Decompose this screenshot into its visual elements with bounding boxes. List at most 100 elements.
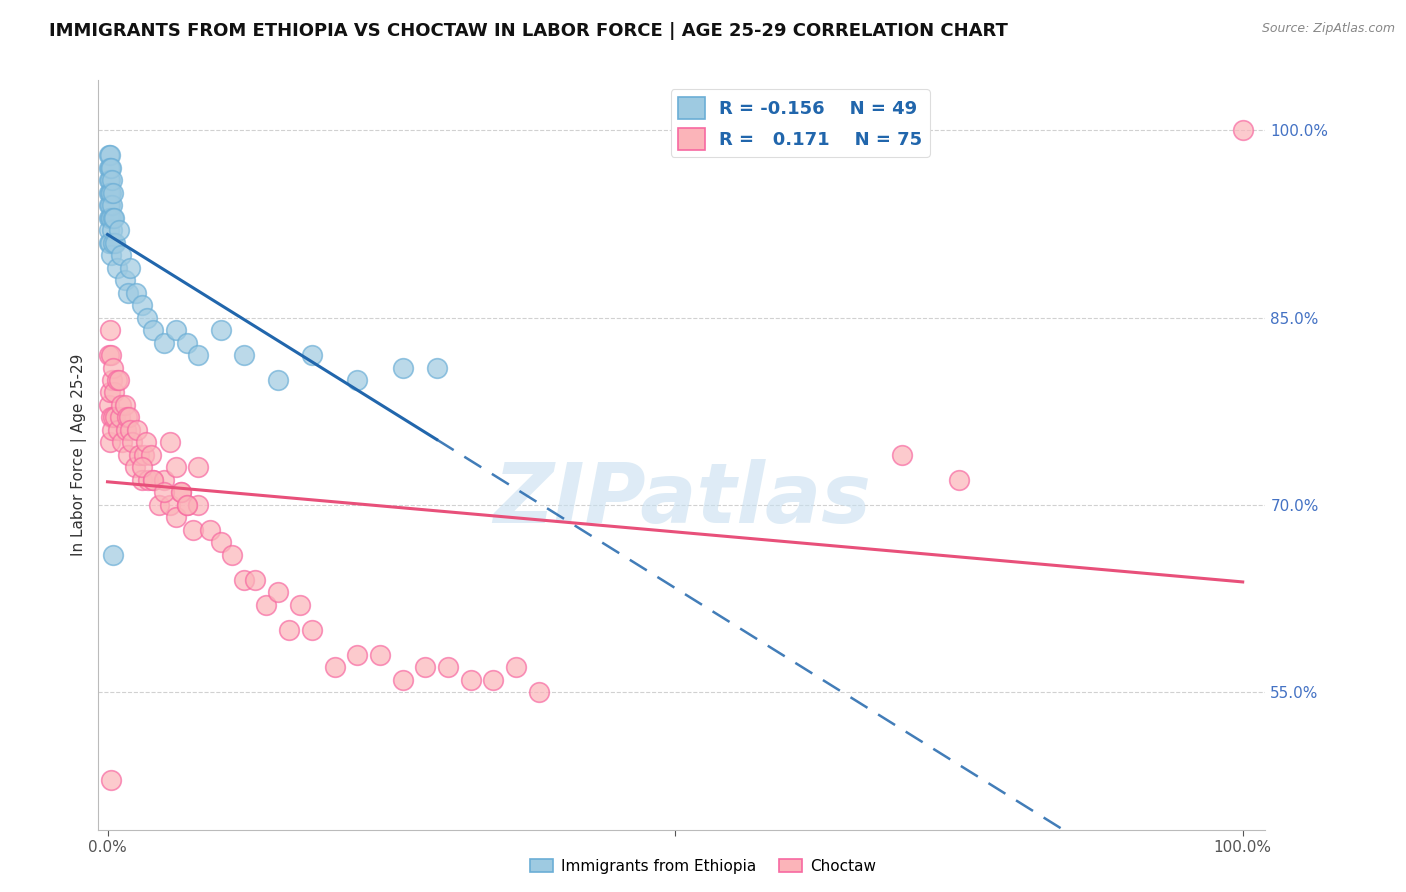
Text: Source: ZipAtlas.com: Source: ZipAtlas.com: [1261, 22, 1395, 36]
Point: [101, 235, 124, 250]
Point: [165, 510, 187, 524]
Point: [125, 423, 148, 437]
Point: [98, 385, 121, 400]
Point: [97, 235, 120, 250]
Point: [323, 660, 346, 674]
Point: [165, 323, 187, 337]
Point: [101, 198, 124, 212]
Point: [891, 448, 914, 462]
Point: [209, 323, 232, 337]
Point: [120, 260, 142, 275]
Point: [198, 523, 221, 537]
Point: [97, 398, 120, 412]
Point: [437, 660, 460, 674]
Point: [110, 248, 132, 262]
Legend: R = -0.156    N = 49, R =   0.171    N = 75: R = -0.156 N = 49, R = 0.171 N = 75: [671, 89, 929, 157]
Point: [98, 435, 121, 450]
Point: [139, 448, 162, 462]
Point: [98, 186, 121, 200]
Point: [98, 198, 121, 212]
Point: [98, 173, 121, 187]
Point: [120, 423, 142, 437]
Point: [132, 448, 155, 462]
Point: [170, 485, 193, 500]
Point: [98, 148, 121, 162]
Text: ZIPatlas: ZIPatlas: [494, 459, 870, 541]
Point: [100, 410, 122, 425]
Point: [243, 573, 266, 587]
Point: [346, 648, 368, 662]
Point: [131, 298, 153, 312]
Point: [948, 473, 970, 487]
Point: [232, 573, 254, 587]
Point: [176, 335, 198, 350]
Y-axis label: In Labor Force | Age 25-29: In Labor Force | Age 25-29: [72, 354, 87, 556]
Point: [97, 186, 120, 200]
Point: [482, 673, 505, 687]
Point: [118, 410, 141, 425]
Point: [97, 148, 120, 162]
Point: [187, 498, 209, 512]
Point: [176, 498, 198, 512]
Point: [97, 223, 120, 237]
Legend: Immigrants from Ethiopia, Choctaw: Immigrants from Ethiopia, Choctaw: [524, 853, 882, 880]
Point: [142, 473, 165, 487]
Point: [138, 473, 160, 487]
Point: [142, 323, 165, 337]
Point: [124, 460, 146, 475]
Point: [98, 161, 121, 175]
Point: [97, 348, 120, 362]
Point: [267, 585, 290, 599]
Point: [100, 211, 122, 225]
Point: [101, 548, 124, 562]
Point: [135, 435, 157, 450]
Point: [125, 285, 148, 300]
Point: [100, 348, 122, 362]
Point: [101, 360, 124, 375]
Point: [415, 660, 437, 674]
Point: [108, 410, 131, 425]
Point: [105, 373, 128, 387]
Point: [159, 498, 181, 512]
Point: [108, 373, 131, 387]
Point: [98, 323, 121, 337]
Point: [101, 373, 124, 387]
Point: [97, 173, 120, 187]
Point: [97, 198, 120, 212]
Point: [101, 173, 124, 187]
Point: [136, 310, 159, 325]
Point: [153, 335, 176, 350]
Point: [254, 598, 277, 612]
Point: [505, 660, 527, 674]
Point: [101, 186, 124, 200]
Point: [128, 448, 150, 462]
Point: [209, 535, 232, 549]
Point: [301, 623, 323, 637]
Point: [107, 423, 129, 437]
Point: [181, 523, 204, 537]
Point: [98, 211, 121, 225]
Point: [100, 248, 122, 262]
Point: [187, 348, 209, 362]
Point: [104, 410, 127, 425]
Point: [101, 423, 124, 437]
Point: [301, 348, 323, 362]
Point: [153, 473, 176, 487]
Point: [117, 448, 139, 462]
Point: [142, 473, 165, 487]
Point: [103, 385, 125, 400]
Point: [117, 285, 139, 300]
Point: [221, 548, 243, 562]
Point: [232, 348, 254, 362]
Point: [114, 423, 136, 437]
Text: IMMIGRANTS FROM ETHIOPIA VS CHOCTAW IN LABOR FORCE | AGE 25-29 CORRELATION CHART: IMMIGRANTS FROM ETHIOPIA VS CHOCTAW IN L…: [49, 22, 1008, 40]
Point: [460, 673, 482, 687]
Point: [98, 235, 121, 250]
Point: [391, 673, 413, 687]
Point: [114, 273, 136, 287]
Point: [115, 410, 138, 425]
Point: [391, 360, 413, 375]
Point: [368, 648, 391, 662]
Point: [187, 460, 209, 475]
Point: [131, 473, 153, 487]
